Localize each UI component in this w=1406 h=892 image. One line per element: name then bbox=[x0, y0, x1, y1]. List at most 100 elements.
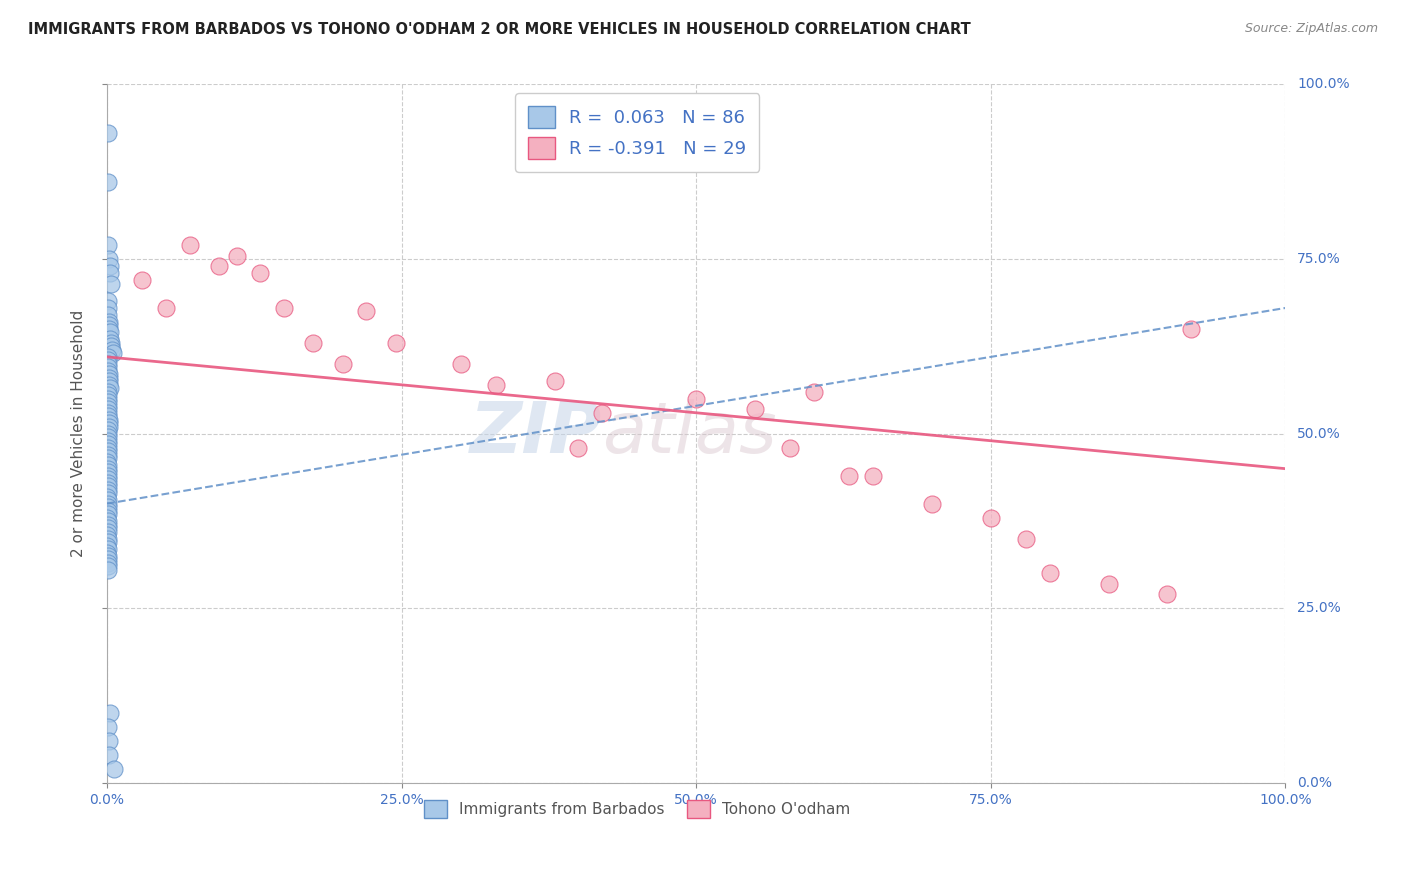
Point bbox=[225, 249, 247, 263]
Point bbox=[356, 304, 378, 318]
Point bbox=[97, 437, 120, 451]
Point bbox=[1039, 566, 1062, 581]
Point bbox=[103, 762, 125, 776]
Point bbox=[96, 493, 118, 508]
Point bbox=[155, 301, 177, 315]
Point bbox=[97, 175, 120, 189]
Point bbox=[862, 468, 884, 483]
Point bbox=[97, 720, 120, 734]
Point bbox=[97, 430, 120, 444]
Point bbox=[838, 468, 860, 483]
Point bbox=[97, 413, 120, 427]
Point bbox=[96, 539, 118, 553]
Point bbox=[96, 541, 118, 556]
Point bbox=[97, 308, 120, 322]
Point bbox=[97, 483, 120, 497]
Point bbox=[97, 368, 120, 382]
Point bbox=[97, 503, 120, 517]
Point bbox=[97, 448, 120, 462]
Point bbox=[273, 301, 295, 315]
Point bbox=[97, 524, 120, 539]
Point bbox=[97, 517, 120, 532]
Point bbox=[97, 563, 120, 577]
Point bbox=[96, 510, 118, 524]
Point bbox=[980, 510, 1002, 524]
Point bbox=[97, 507, 120, 521]
Point bbox=[97, 479, 120, 493]
Point bbox=[98, 375, 121, 389]
Point bbox=[100, 339, 122, 353]
Point bbox=[179, 238, 201, 252]
Text: 75.0%: 75.0% bbox=[1298, 252, 1341, 266]
Point bbox=[97, 353, 120, 368]
Point bbox=[332, 357, 354, 371]
Text: 25.0%: 25.0% bbox=[1298, 601, 1341, 615]
Point bbox=[97, 556, 120, 570]
Point bbox=[97, 444, 120, 458]
Point bbox=[97, 388, 120, 402]
Point bbox=[803, 384, 825, 399]
Point bbox=[97, 318, 120, 333]
Point bbox=[97, 441, 120, 455]
Point bbox=[685, 392, 707, 406]
Point bbox=[98, 252, 121, 266]
Point bbox=[97, 417, 120, 431]
Point bbox=[96, 455, 118, 469]
Text: 100.0%: 100.0% bbox=[1298, 78, 1350, 92]
Point bbox=[544, 375, 567, 389]
Point bbox=[97, 350, 120, 364]
Point bbox=[97, 475, 120, 490]
Point bbox=[101, 346, 124, 360]
Point bbox=[384, 335, 406, 350]
Point bbox=[98, 381, 121, 395]
Point bbox=[98, 706, 121, 721]
Point bbox=[97, 238, 120, 252]
Point bbox=[100, 277, 122, 291]
Point bbox=[96, 549, 118, 563]
Y-axis label: 2 or more Vehicles in Household: 2 or more Vehicles in Household bbox=[72, 310, 86, 558]
Point bbox=[97, 465, 120, 479]
Text: Source: ZipAtlas.com: Source: ZipAtlas.com bbox=[1244, 22, 1378, 36]
Point bbox=[98, 377, 121, 392]
Point bbox=[97, 461, 120, 475]
Point bbox=[97, 559, 120, 574]
Text: IMMIGRANTS FROM BARBADOS VS TOHONO O'ODHAM 2 OR MORE VEHICLES IN HOUSEHOLD CORRE: IMMIGRANTS FROM BARBADOS VS TOHONO O'ODH… bbox=[28, 22, 972, 37]
Point bbox=[97, 406, 120, 420]
Point bbox=[98, 326, 121, 340]
Point bbox=[98, 333, 121, 347]
Point bbox=[101, 343, 124, 357]
Point bbox=[97, 734, 120, 748]
Point bbox=[96, 423, 118, 437]
Point bbox=[97, 419, 120, 434]
Point bbox=[97, 371, 120, 385]
Point bbox=[96, 458, 118, 472]
Point bbox=[97, 434, 120, 448]
Point bbox=[97, 409, 120, 424]
Point bbox=[97, 552, 120, 566]
Point bbox=[97, 392, 120, 406]
Point bbox=[921, 497, 943, 511]
Point bbox=[96, 490, 118, 504]
Point bbox=[97, 500, 120, 514]
Point bbox=[97, 293, 120, 308]
Point bbox=[97, 384, 120, 399]
Point bbox=[97, 395, 120, 409]
Point bbox=[302, 335, 325, 350]
Point bbox=[97, 521, 120, 535]
Point bbox=[96, 528, 118, 542]
Point bbox=[1180, 322, 1202, 336]
Text: 50.0%: 50.0% bbox=[1298, 426, 1341, 441]
Point bbox=[97, 315, 120, 329]
Point bbox=[779, 441, 801, 455]
Point bbox=[97, 364, 120, 378]
Point bbox=[97, 357, 120, 371]
Point bbox=[98, 322, 121, 336]
Point bbox=[249, 266, 271, 280]
Point bbox=[97, 402, 120, 417]
Point bbox=[1156, 587, 1178, 601]
Legend: Immigrants from Barbados, Tohono O'odham: Immigrants from Barbados, Tohono O'odham bbox=[418, 794, 856, 824]
Text: ZIP: ZIP bbox=[470, 400, 602, 468]
Point bbox=[97, 126, 120, 140]
Point bbox=[98, 259, 121, 273]
Point bbox=[97, 426, 120, 441]
